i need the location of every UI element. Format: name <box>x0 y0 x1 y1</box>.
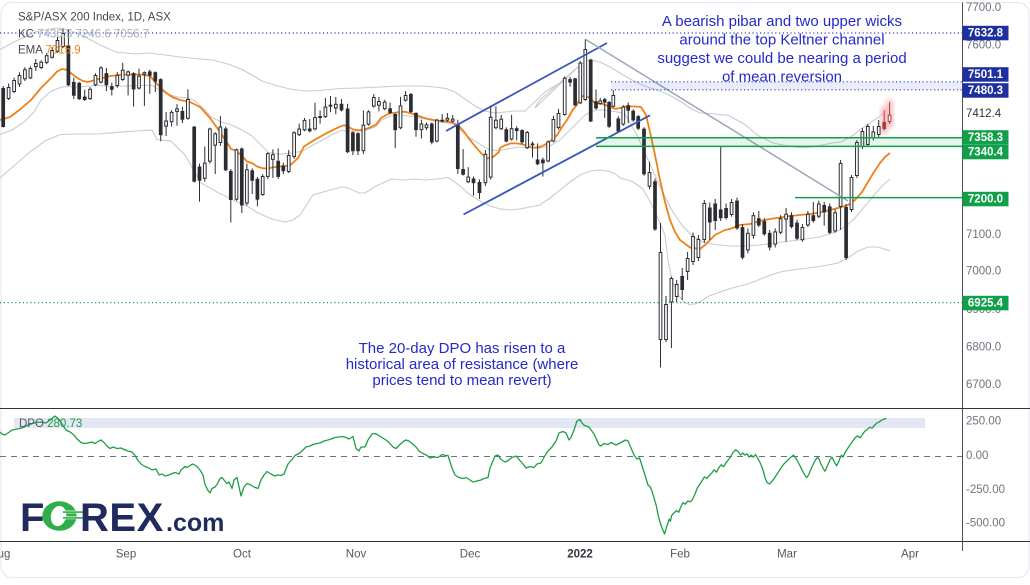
svg-text:Mar: Mar <box>777 549 797 561</box>
svg-text:REX: REX <box>80 496 164 540</box>
svg-text:6925.4: 6925.4 <box>968 298 1004 310</box>
svg-text:of mean reversion: of mean reversion <box>722 69 842 86</box>
svg-text:F: F <box>20 496 44 540</box>
svg-text:.com: .com <box>166 509 224 537</box>
svg-text:Nov: Nov <box>346 549 367 561</box>
svg-text:DPO 280.73: DPO 280.73 <box>19 418 82 430</box>
svg-text:7358.3: 7358.3 <box>968 132 1003 144</box>
svg-text:Feb: Feb <box>670 549 690 561</box>
svg-text:7412.4: 7412.4 <box>966 108 1002 120</box>
svg-text:7700.0: 7700.0 <box>966 2 1001 14</box>
svg-text:2022: 2022 <box>567 549 593 561</box>
svg-text:7200.0: 7200.0 <box>968 194 1003 206</box>
svg-text:7000.0: 7000.0 <box>966 266 1001 278</box>
svg-text:Apr: Apr <box>901 549 919 561</box>
svg-text:S&P/ASX 200 Index, 1D, ASX: S&P/ASX 200 Index, 1D, ASX <box>18 12 171 24</box>
svg-text:6800.0: 6800.0 <box>966 342 1001 354</box>
svg-text:EMA 7315.9: EMA 7315.9 <box>18 45 81 57</box>
svg-text:6700.0: 6700.0 <box>966 379 1001 391</box>
svg-text:A bearish pibar and two upper: A bearish pibar and two upper wicks <box>662 13 902 30</box>
svg-text:-500.00: -500.00 <box>966 518 1005 530</box>
svg-text:around the top Keltner channel: around the top Keltner channel <box>679 32 884 49</box>
svg-text:The 20-day DPO has risen to a: The 20-day DPO has risen to a <box>359 340 566 357</box>
svg-text:7632.8: 7632.8 <box>968 28 1004 40</box>
svg-text:7480.3: 7480.3 <box>968 85 1003 97</box>
svg-text:Dec: Dec <box>460 549 481 561</box>
svg-text:Sep: Sep <box>116 549 136 561</box>
svg-text:historical area of resistance: historical area of resistance (where <box>346 356 579 373</box>
svg-text:7501.1: 7501.1 <box>968 69 1004 81</box>
svg-text:Oct: Oct <box>233 549 252 561</box>
svg-text:7340.4: 7340.4 <box>968 147 1004 159</box>
svg-text:7100.0: 7100.0 <box>966 229 1001 241</box>
svg-text:ug: ug <box>0 549 10 561</box>
svg-text:-250.00: -250.00 <box>966 484 1005 496</box>
svg-text:prices tend to mean revert): prices tend to mean revert) <box>372 372 551 389</box>
svg-text:suggest we could be nearing a: suggest we could be nearing a period <box>657 50 906 67</box>
svg-text:KC 7436.5 7246.6 7056.7: KC 7436.5 7246.6 7056.7 <box>18 29 149 41</box>
svg-text:250.00: 250.00 <box>966 416 1001 428</box>
svg-text:0.00: 0.00 <box>966 450 988 462</box>
svg-text:7600.0: 7600.0 <box>966 40 1001 52</box>
